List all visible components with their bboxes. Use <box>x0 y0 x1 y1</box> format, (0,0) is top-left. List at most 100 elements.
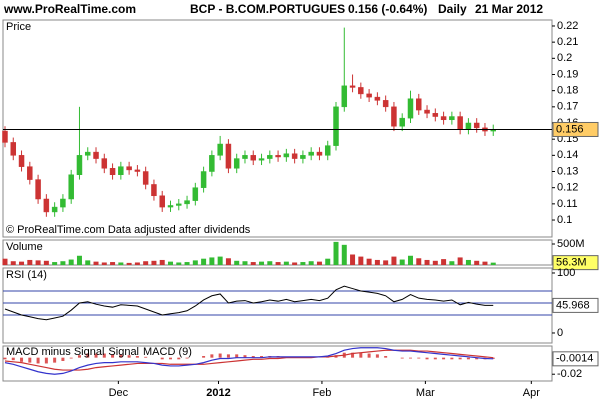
macd-line <box>4 347 494 375</box>
candle-body <box>18 155 25 167</box>
candle-body <box>358 87 364 95</box>
volume-bar <box>242 261 248 265</box>
macd-line <box>4 349 494 371</box>
period: Daily <box>438 2 467 16</box>
candle-body <box>192 187 199 201</box>
volume-bar <box>333 241 339 265</box>
macd-histogram-bar <box>168 357 172 360</box>
volume-bar <box>93 261 99 265</box>
legend-entry: MACD minus Signal <box>6 346 104 358</box>
y-tick-label: 0.1 <box>557 214 572 226</box>
volume-bar <box>259 261 265 265</box>
candle-body <box>68 174 74 200</box>
y-tick-label: 0 <box>557 327 563 339</box>
macd-histogram-bar <box>442 357 446 360</box>
macd-histogram-bar <box>218 353 222 358</box>
candle-body <box>151 184 157 197</box>
candle-body <box>35 179 41 200</box>
candle-body <box>333 106 339 146</box>
y-tick-label: 0.19 <box>557 68 578 80</box>
macd-histogram-bar <box>235 354 239 358</box>
last-value-label: 45.968 <box>556 299 590 311</box>
y-tick-label: 0.14 <box>557 149 578 161</box>
candle-body <box>267 155 273 159</box>
candle-body <box>76 155 83 175</box>
macd-histogram-bar <box>111 354 115 358</box>
volume-bar <box>159 259 165 265</box>
macd-histogram-bar <box>210 354 214 358</box>
candle-body <box>84 151 91 156</box>
volume-bar <box>234 260 240 265</box>
volume-bar <box>209 257 215 265</box>
panel-title: Volume <box>6 241 43 253</box>
y-tick-label: 0.12 <box>557 182 578 194</box>
candle-body <box>93 151 99 159</box>
macd-histogram-bar <box>36 357 40 364</box>
candle-body <box>118 166 124 175</box>
macd-histogram-bar <box>144 356 148 358</box>
volume-bar <box>341 244 347 265</box>
macd-histogram-bar <box>408 357 412 359</box>
candle-body <box>159 195 165 208</box>
panel-title: RSI (14) <box>6 269 47 281</box>
volume-bar <box>217 256 223 265</box>
macd-histogram-bar <box>466 357 470 360</box>
candle-body <box>101 158 108 169</box>
candle-body <box>184 200 190 205</box>
volume-bar <box>292 262 298 265</box>
volume-bar <box>101 262 107 265</box>
macd-histogram-bar <box>127 355 131 358</box>
candle-body <box>250 155 257 161</box>
macd-histogram-bar <box>11 357 15 361</box>
macd-histogram-bar <box>77 355 81 358</box>
panel-title: Price <box>6 21 31 33</box>
volume-bar <box>184 262 190 265</box>
site: www.ProRealTime.com <box>3 2 136 16</box>
candle-body <box>291 153 298 159</box>
candle-body <box>374 96 381 101</box>
macd-histogram-bar <box>86 353 90 358</box>
volume-bar <box>432 260 438 265</box>
candle-body <box>51 206 58 213</box>
candle-body <box>316 151 323 156</box>
volume-bar <box>490 262 496 265</box>
macd-histogram-bar <box>44 357 48 364</box>
last-value-label: 0.156 <box>556 123 584 135</box>
volume-bar <box>167 261 173 265</box>
macd-histogram-bar <box>202 356 206 358</box>
candle-body <box>217 143 223 156</box>
legend-entry: MACD (9) <box>143 346 192 358</box>
volume-bar <box>60 261 66 265</box>
y-tick-label: 500M <box>557 238 585 250</box>
candle-body <box>209 155 215 172</box>
y-tick-label: 100 <box>557 267 575 279</box>
candle-body <box>324 145 331 156</box>
volume-bar <box>325 258 331 265</box>
macd-histogram-bar <box>3 357 7 360</box>
candle-body <box>134 169 141 172</box>
candle-body <box>142 171 149 185</box>
candle-body <box>176 203 182 206</box>
y-tick-label: 0.18 <box>557 85 578 97</box>
rsi-line <box>4 285 494 321</box>
volume-bar <box>275 262 281 265</box>
volume-bar <box>10 261 16 265</box>
last-value-box <box>552 351 599 367</box>
volume-bar <box>176 262 182 265</box>
x-tick-label: Apr <box>523 387 540 399</box>
volume-bar <box>358 256 364 265</box>
volume-bar <box>366 258 372 265</box>
macd-histogram-bar <box>359 352 363 358</box>
x-tick-label: Feb <box>312 387 331 399</box>
x-tick-label: 2012 <box>206 387 230 399</box>
macd-histogram-bar <box>251 356 255 358</box>
candle-body <box>126 166 132 171</box>
candle-body <box>2 130 8 143</box>
volume-bar <box>300 262 306 265</box>
volume-bar <box>449 261 455 265</box>
candle-body <box>382 100 389 108</box>
candle-body <box>43 198 50 213</box>
candle-body <box>407 98 414 119</box>
volume-bar <box>457 257 463 265</box>
macd-histogram-bar <box>102 353 106 358</box>
